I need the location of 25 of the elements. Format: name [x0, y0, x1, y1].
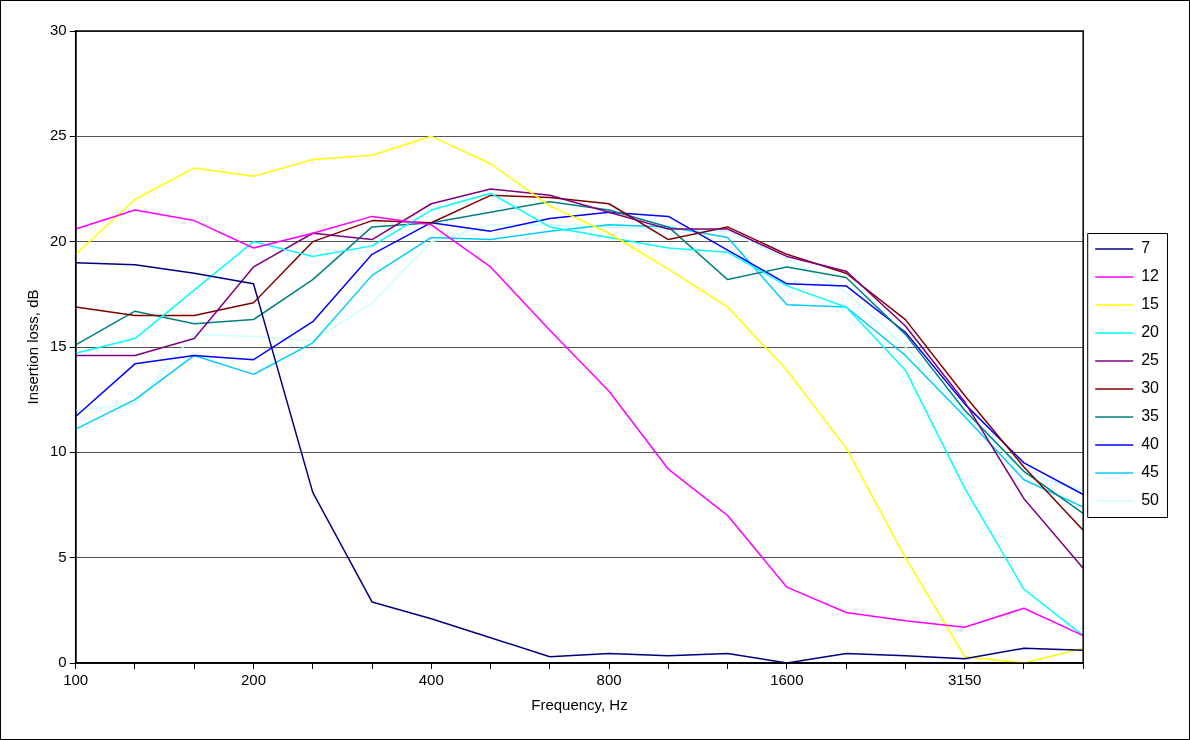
y-axis-title: Insertion loss, dB	[24, 289, 42, 405]
y-tick-label: 15	[50, 337, 67, 355]
x-tick-label: 3150	[947, 671, 982, 689]
x-tick-label: 400	[418, 671, 444, 689]
legend-label: 45	[1141, 463, 1160, 481]
x-tick-label: 200	[240, 671, 266, 689]
y-tick-label: 0	[58, 653, 67, 671]
y-tick-label: 25	[50, 126, 67, 144]
y-tick-label: 5	[58, 547, 67, 565]
legend-label: 15	[1141, 295, 1160, 313]
x-tick-label: 1600	[770, 671, 804, 689]
x-tick-label: 100	[63, 671, 89, 689]
x-axis-title: Frequency, Hz	[531, 696, 628, 714]
y-tick-label: 10	[50, 442, 67, 460]
legend-label: 50	[1141, 491, 1160, 509]
y-tick-label: 30	[50, 21, 67, 39]
legend-label: 7	[1141, 239, 1151, 257]
y-tick-label: 20	[50, 231, 67, 249]
x-tick-label: 800	[596, 671, 622, 689]
legend-label: 35	[1141, 407, 1160, 425]
legend-label: 40	[1141, 435, 1160, 453]
legend-label: 20	[1141, 323, 1160, 341]
legend-label: 30	[1141, 379, 1160, 397]
legend-label: 12	[1141, 267, 1160, 285]
legend-label: 25	[1141, 351, 1160, 369]
